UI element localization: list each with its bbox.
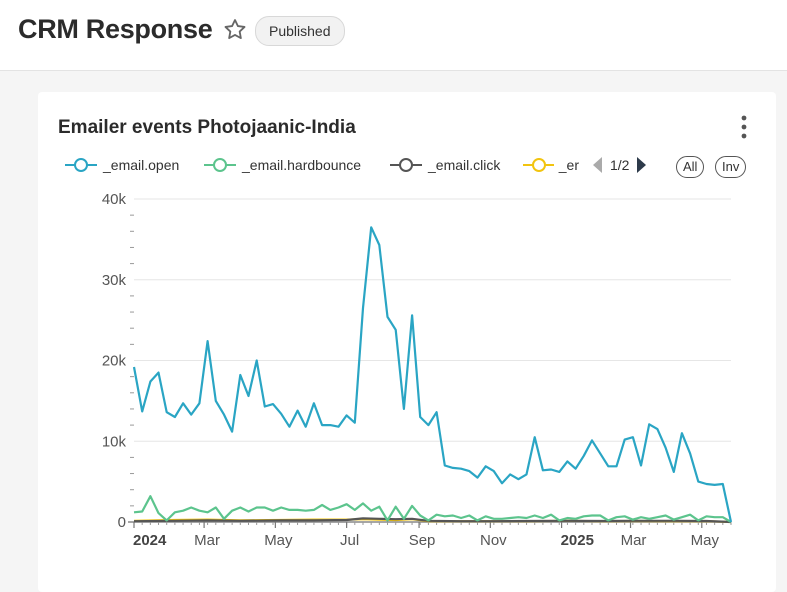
y-tick-label: 0	[118, 514, 126, 531]
legend-item-email-open[interactable]: _email.open	[64, 148, 179, 182]
line-chart: 0 10k 20k 30k 40k 2024 Mar May Jul Sep Nov 2025 Mar M…	[102, 191, 733, 549]
legend-item-email-hardbounce[interactable]: _email.hardbounce	[203, 148, 361, 182]
page-title: CRM Response	[18, 14, 213, 44]
x-tick-label: May	[691, 532, 720, 549]
x-tick-label: May	[264, 532, 293, 549]
page-header: CRM Response Published	[0, 0, 787, 71]
legend-invert-button[interactable]: Inv	[715, 156, 747, 178]
legend-marker-icon	[390, 158, 422, 172]
legend-page-indicator: 1/2	[610, 157, 630, 173]
series-line-email-click	[133, 517, 732, 524]
chart-title: Emailer events Photojaanic-India	[58, 117, 356, 138]
legend-marker-icon	[204, 158, 236, 172]
legend-marker-icon	[523, 158, 554, 172]
legend-pager: 1/2	[590, 148, 649, 182]
series-line-email-open	[132, 226, 733, 523]
legend-label: _email.open	[103, 157, 180, 173]
more-options-icon[interactable]	[738, 114, 750, 140]
x-tick-label: 2025	[561, 532, 594, 549]
chevron-left-icon[interactable]	[590, 156, 604, 174]
series-line-email-hardbounce	[133, 495, 732, 523]
legend-all-button[interactable]: All	[676, 156, 705, 178]
chart-legend: _email.open _email.hardbounce _email.cli…	[38, 148, 776, 184]
y-tick-label: 20k	[102, 353, 127, 370]
chart-card: 0 10k 20k 30k 40k 2024 Mar May Jul Sep Nov 2025 Mar M…	[38, 92, 776, 592]
legend-item-email-click[interactable]: _email.click	[389, 148, 500, 182]
x-tick-label: Jul	[340, 532, 359, 549]
x-tick-label: 2024	[133, 532, 167, 549]
legend-item-truncated[interactable]: _er	[522, 148, 579, 182]
legend-label: _email.click	[428, 157, 501, 173]
status-badge: Published	[255, 16, 345, 46]
chevron-right-icon[interactable]	[635, 156, 649, 174]
x-tick-label: Nov	[480, 532, 507, 549]
x-tick-label: Mar	[194, 532, 220, 549]
y-tick-label: 40k	[102, 191, 127, 208]
star-icon[interactable]	[222, 17, 248, 43]
legend-marker-icon	[65, 158, 97, 172]
x-tick-label: Mar	[621, 532, 647, 549]
y-tick-label: 30k	[102, 272, 127, 289]
x-tick-label: Sep	[409, 532, 436, 549]
legend-label: _email.hardbounce	[242, 157, 362, 173]
y-tick-label: 10k	[102, 433, 127, 450]
legend-label: _er	[558, 157, 579, 173]
